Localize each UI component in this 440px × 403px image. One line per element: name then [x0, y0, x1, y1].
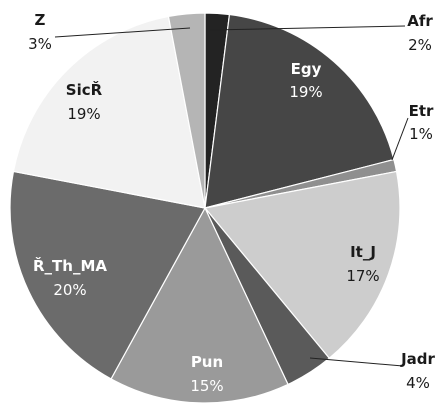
slice-label-name: It_J — [350, 243, 376, 261]
slice-label-name: Pun — [191, 353, 223, 371]
slice-label-name: Jadr — [400, 350, 435, 368]
slice-label-percent: 4% — [406, 374, 430, 392]
leader-line — [391, 117, 409, 161]
leader-line — [209, 25, 406, 31]
slice-label-name: Egy — [291, 60, 322, 78]
pie-slice-z — [167, 12, 206, 209]
pie-slices — [9, 12, 401, 403]
slice-label-name: SicŘ — [66, 80, 103, 99]
slice-label-name: Z — [35, 11, 46, 29]
pie-slice--th-ma — [9, 170, 206, 380]
leader-line — [54, 27, 191, 38]
slice-label-name: Ř_Th_MA — [33, 256, 107, 275]
leader-lines — [54, 25, 409, 367]
slice-label-percent: 19% — [289, 83, 322, 101]
slice-label-percent: 19% — [67, 105, 100, 123]
slice-label-percent: 1% — [409, 125, 433, 143]
slice-label-percent: 20% — [53, 281, 86, 299]
slice-label-percent: 17% — [346, 267, 379, 285]
slice-label-percent: 15% — [190, 377, 223, 395]
pie-slice-egy — [204, 13, 395, 209]
slice-labels: Afr 2% Egy 19% Etr 1% It_J 17% Jadr 4% Pun 15% Ř_Th_… — [28, 11, 435, 395]
slice-label-percent: 3% — [28, 35, 52, 53]
pie-slice-sic- — [12, 15, 206, 209]
slice-label-name: Afr — [407, 12, 433, 30]
pie-slice-it-j — [203, 170, 401, 360]
leader-line — [309, 357, 404, 367]
slice-label-name: Etr — [409, 102, 434, 120]
slice-label-percent: 2% — [408, 36, 432, 54]
